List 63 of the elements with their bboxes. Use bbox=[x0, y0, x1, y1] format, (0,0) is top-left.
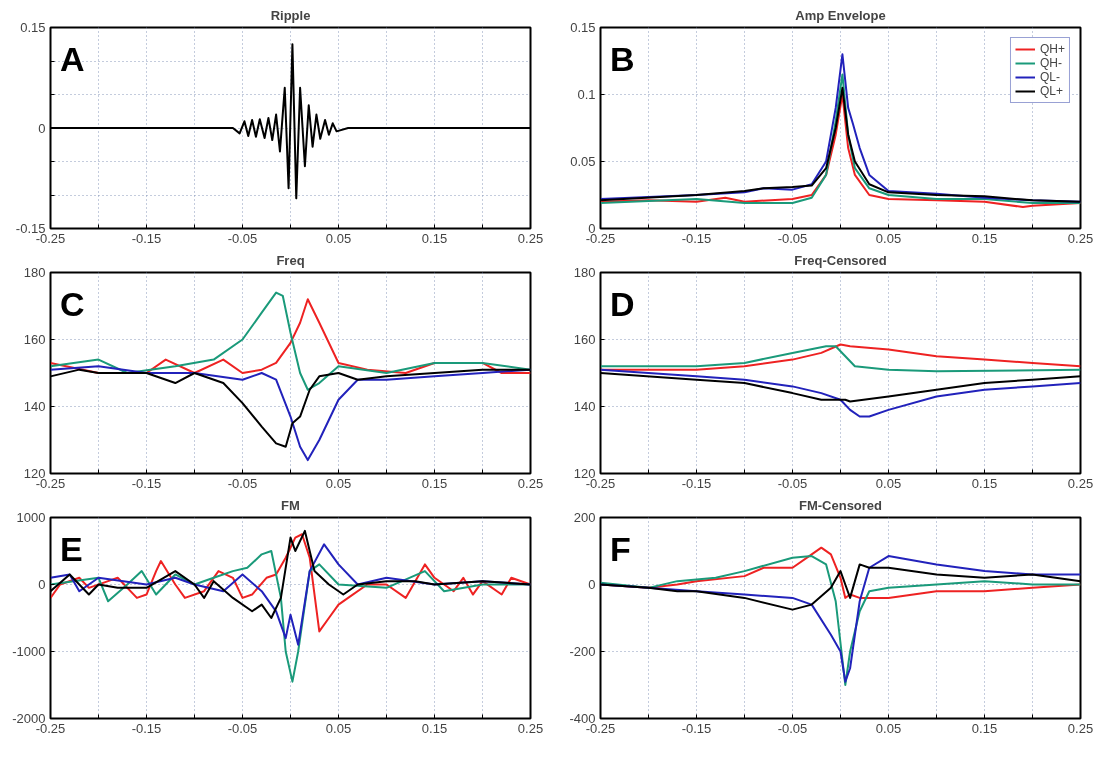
x-tick-label: 0.05 bbox=[875, 720, 902, 736]
y-tick-label: 0 bbox=[588, 577, 596, 592]
x-tick-label: -0.05 bbox=[777, 720, 808, 736]
y-tick-label: 200 bbox=[573, 510, 596, 525]
y-tick-label: -200 bbox=[569, 644, 596, 659]
y-tick-label: 0 bbox=[38, 577, 46, 592]
x-tick-label: 0.15 bbox=[421, 230, 448, 246]
x-tick-label: 0.25 bbox=[517, 720, 544, 736]
chart-title: Freq-Censored bbox=[794, 252, 887, 268]
y-tick-label: 160 bbox=[23, 332, 46, 347]
legend-label: QH+ bbox=[1039, 42, 1065, 56]
y-tick-label: 1000 bbox=[16, 510, 46, 525]
annotation: B bbox=[610, 39, 635, 78]
legend-label: QH- bbox=[1039, 56, 1062, 70]
x-tick-label: -0.15 bbox=[131, 475, 162, 491]
x-tick-label: 0.25 bbox=[1067, 720, 1094, 736]
y-tick-label: 160 bbox=[573, 332, 596, 347]
x-tick-label: -0.05 bbox=[777, 475, 808, 491]
x-tick-label: -0.05 bbox=[227, 230, 258, 246]
x-tick-label: 0.05 bbox=[325, 230, 352, 246]
chart-title: FM-Censored bbox=[798, 497, 883, 513]
annotation: C bbox=[60, 284, 85, 323]
x-tick-label: -0.15 bbox=[681, 720, 712, 736]
y-tick-label: 180 bbox=[573, 265, 596, 280]
chart-title: FM bbox=[281, 497, 300, 513]
y-tick-label: 0.15 bbox=[570, 20, 596, 35]
chart-title: Amp Envelope bbox=[795, 7, 886, 23]
annotation: F bbox=[610, 529, 631, 568]
y-tick-label: 180 bbox=[23, 265, 46, 280]
y-tick-label: 140 bbox=[573, 399, 596, 414]
chart-title: Freq bbox=[276, 252, 305, 268]
x-tick-label: 0.15 bbox=[971, 475, 998, 491]
x-tick-label: 0.05 bbox=[325, 475, 352, 491]
y-tick-label: 0 bbox=[38, 120, 46, 136]
x-tick-label: 0.05 bbox=[875, 475, 902, 491]
x-tick-label: 0.25 bbox=[517, 475, 544, 491]
x-tick-label: 0.05 bbox=[325, 720, 352, 736]
x-tick-label: 0.05 bbox=[875, 230, 902, 246]
x-tick-label: 0.15 bbox=[971, 230, 998, 246]
x-tick-label: -0.15 bbox=[131, 230, 162, 246]
x-tick-label: 0.15 bbox=[971, 720, 998, 736]
legend-label: QL- bbox=[1039, 70, 1060, 84]
x-tick-label: 0.15 bbox=[421, 475, 448, 491]
x-tick-label: -0.05 bbox=[777, 230, 808, 246]
x-tick-label: -0.15 bbox=[131, 720, 162, 736]
y-tick-label: -1000 bbox=[12, 644, 46, 659]
x-tick-label: -0.05 bbox=[227, 475, 258, 491]
annotation: E bbox=[60, 529, 83, 568]
x-tick-label: -0.05 bbox=[227, 720, 258, 736]
annotation: A bbox=[60, 39, 85, 78]
y-tick-label: 0.05 bbox=[570, 154, 596, 169]
y-tick-label: 0.1 bbox=[577, 87, 596, 102]
legend-label: QL+ bbox=[1039, 84, 1063, 98]
chart-title: Ripple bbox=[270, 7, 311, 23]
x-tick-label: -0.15 bbox=[681, 230, 712, 246]
x-tick-label: 0.15 bbox=[421, 720, 448, 736]
x-tick-label: 0.25 bbox=[517, 230, 544, 246]
y-tick-label: 140 bbox=[23, 399, 46, 414]
y-tick-label: 0.15 bbox=[20, 20, 46, 35]
x-tick-label: 0.25 bbox=[1067, 475, 1094, 491]
x-tick-label: 0.25 bbox=[1067, 230, 1094, 246]
annotation: D bbox=[610, 284, 635, 323]
x-tick-label: -0.15 bbox=[681, 475, 712, 491]
